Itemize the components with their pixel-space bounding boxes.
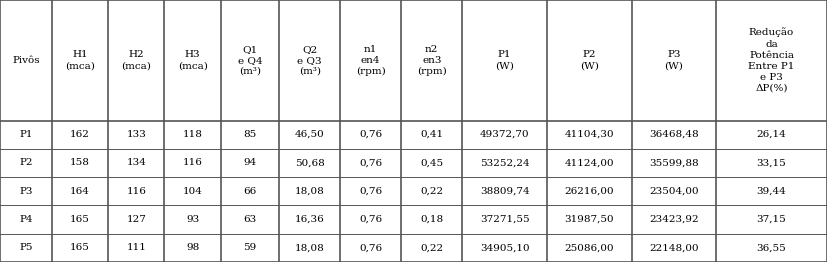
Text: 18,08: 18,08 bbox=[294, 243, 324, 252]
Text: 0,22: 0,22 bbox=[420, 243, 443, 252]
Text: P5: P5 bbox=[19, 243, 32, 252]
Text: P4: P4 bbox=[19, 215, 32, 224]
Text: 34905,10: 34905,10 bbox=[480, 243, 529, 252]
Text: 0,45: 0,45 bbox=[420, 159, 443, 167]
Text: 116: 116 bbox=[127, 187, 146, 196]
Text: 31987,50: 31987,50 bbox=[564, 215, 614, 224]
Text: 16,36: 16,36 bbox=[294, 215, 324, 224]
Text: 0,76: 0,76 bbox=[359, 187, 382, 196]
Text: P2: P2 bbox=[19, 159, 32, 167]
Text: 63: 63 bbox=[243, 215, 256, 224]
Text: 38809,74: 38809,74 bbox=[480, 187, 529, 196]
Text: 93: 93 bbox=[186, 215, 199, 224]
Text: 53252,24: 53252,24 bbox=[480, 159, 529, 167]
Text: P3
(W): P3 (W) bbox=[664, 50, 683, 70]
Text: 98: 98 bbox=[186, 243, 199, 252]
Text: H3
(mca): H3 (mca) bbox=[178, 50, 208, 70]
Text: 164: 164 bbox=[70, 187, 90, 196]
Text: 0,18: 0,18 bbox=[420, 215, 443, 224]
Text: 39,44: 39,44 bbox=[757, 187, 786, 196]
Text: 49372,70: 49372,70 bbox=[480, 130, 529, 139]
Text: 158: 158 bbox=[70, 159, 90, 167]
Text: 37271,55: 37271,55 bbox=[480, 215, 529, 224]
Text: n1
en4
(rpm): n1 en4 (rpm) bbox=[356, 45, 385, 76]
Text: 26,14: 26,14 bbox=[757, 130, 786, 139]
Text: 35599,88: 35599,88 bbox=[649, 159, 699, 167]
Text: 37,15: 37,15 bbox=[757, 215, 786, 224]
Text: 94: 94 bbox=[243, 159, 256, 167]
Text: P2
(W): P2 (W) bbox=[580, 50, 599, 70]
Text: 46,50: 46,50 bbox=[294, 130, 324, 139]
Text: 162: 162 bbox=[70, 130, 90, 139]
Text: H1
(mca): H1 (mca) bbox=[65, 50, 95, 70]
Text: 165: 165 bbox=[70, 215, 90, 224]
Text: 23504,00: 23504,00 bbox=[649, 187, 699, 196]
Text: 41124,00: 41124,00 bbox=[564, 159, 614, 167]
Text: 33,15: 33,15 bbox=[757, 159, 786, 167]
Text: Q2
e Q3
(m³): Q2 e Q3 (m³) bbox=[298, 45, 322, 76]
Text: 59: 59 bbox=[243, 243, 256, 252]
Text: 26216,00: 26216,00 bbox=[564, 187, 614, 196]
Text: 104: 104 bbox=[183, 187, 203, 196]
Text: 134: 134 bbox=[127, 159, 146, 167]
Text: 23423,92: 23423,92 bbox=[649, 215, 699, 224]
Text: 116: 116 bbox=[183, 159, 203, 167]
Text: 66: 66 bbox=[243, 187, 256, 196]
Text: 127: 127 bbox=[127, 215, 146, 224]
Text: 85: 85 bbox=[243, 130, 256, 139]
Text: P3: P3 bbox=[19, 187, 32, 196]
Text: 133: 133 bbox=[127, 130, 146, 139]
Text: H2
(mca): H2 (mca) bbox=[122, 50, 151, 70]
Text: 111: 111 bbox=[127, 243, 146, 252]
Text: n2
en3
(rpm): n2 en3 (rpm) bbox=[417, 45, 447, 76]
Text: 18,08: 18,08 bbox=[294, 187, 324, 196]
Text: 22148,00: 22148,00 bbox=[649, 243, 699, 252]
Text: 25086,00: 25086,00 bbox=[564, 243, 614, 252]
Text: 118: 118 bbox=[183, 130, 203, 139]
Text: 36468,48: 36468,48 bbox=[649, 130, 699, 139]
Text: 50,68: 50,68 bbox=[294, 159, 324, 167]
Text: 0,22: 0,22 bbox=[420, 187, 443, 196]
Text: Pivôs: Pivôs bbox=[12, 56, 40, 65]
Text: 36,55: 36,55 bbox=[757, 243, 786, 252]
Text: P1
(W): P1 (W) bbox=[495, 50, 514, 70]
Text: P1: P1 bbox=[19, 130, 32, 139]
Text: 0,41: 0,41 bbox=[420, 130, 443, 139]
Text: Q1
e Q4
(m³): Q1 e Q4 (m³) bbox=[237, 45, 262, 76]
Text: 165: 165 bbox=[70, 243, 90, 252]
Text: 0,76: 0,76 bbox=[359, 243, 382, 252]
Text: 41104,30: 41104,30 bbox=[564, 130, 614, 139]
Text: Redução
da
Potência
Entre P1
e P3
ΔP(%): Redução da Potência Entre P1 e P3 ΔP(%) bbox=[748, 28, 795, 93]
Text: 0,76: 0,76 bbox=[359, 159, 382, 167]
Text: 0,76: 0,76 bbox=[359, 130, 382, 139]
Text: 0,76: 0,76 bbox=[359, 215, 382, 224]
